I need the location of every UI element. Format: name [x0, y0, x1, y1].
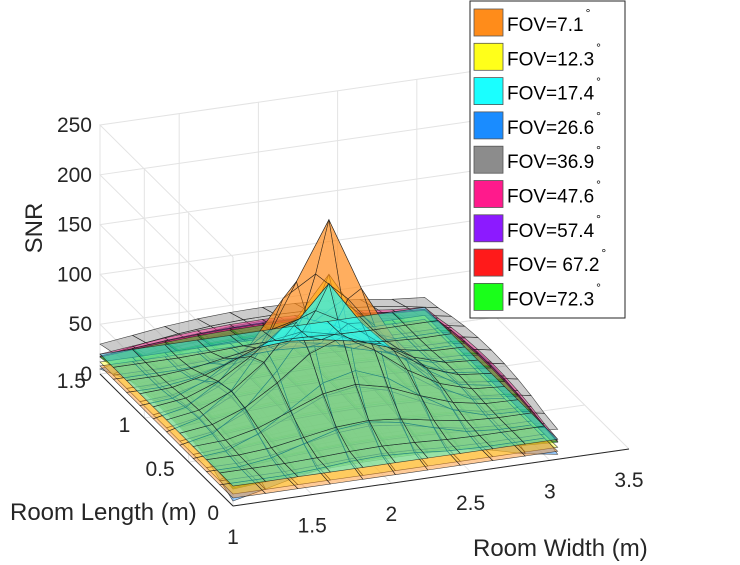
- x-tick-label: 1: [227, 526, 239, 549]
- legend-entry-label: FOV=17.4: [507, 84, 595, 105]
- y-tick-label: 0.5: [145, 458, 174, 481]
- legend-entry-label: FOV=36.9: [507, 152, 594, 173]
- x-tick-label: 2.5: [456, 492, 485, 515]
- legend-swatch: [473, 111, 504, 140]
- x-tick-label: 3: [544, 480, 556, 503]
- surface-patch: [99, 357, 147, 376]
- z-axis-label: SNR: [21, 203, 48, 254]
- legend-entry-label: FOV=57.4: [507, 221, 595, 242]
- legend: FOV=7.1°FOV=12.3°FOV=17.4°FOV=26.6°FOV=3…: [469, 0, 626, 319]
- legend-entry-label: FOV=72.3: [507, 289, 594, 310]
- degree-symbol: °: [596, 143, 601, 157]
- x-tick-label: 1.5: [298, 515, 327, 538]
- y-tick-label: 1: [119, 414, 131, 437]
- legend-entry-label: FOV= 67.2: [507, 255, 599, 276]
- legend-swatch: [473, 282, 504, 311]
- z-tick-label: 250: [57, 114, 92, 137]
- x-axis-label: Room Width (m): [473, 535, 648, 562]
- surface-patch: [99, 335, 147, 354]
- degree-symbol: °: [596, 280, 601, 294]
- degree-symbol: °: [596, 212, 601, 226]
- grid-line-z: [98, 67, 497, 258]
- legend-swatch: [473, 145, 504, 174]
- y-tick-label: 0: [207, 502, 219, 525]
- grid-line-z: [98, 216, 497, 407]
- legend-swatch: [473, 248, 504, 277]
- degree-symbol: °: [596, 75, 601, 89]
- z-tick-label: 0: [80, 363, 92, 386]
- degree-symbol: °: [601, 246, 606, 260]
- surface-7.1: [99, 218, 559, 499]
- surface-patch: [99, 345, 147, 364]
- legend-swatch: [473, 77, 504, 105]
- degree-symbol: °: [586, 6, 591, 20]
- degree-symbol: °: [596, 109, 601, 123]
- x-tick-label: 2: [386, 503, 398, 526]
- legend-swatch: [473, 214, 504, 243]
- surface-17.4: [99, 282, 559, 487]
- legend-entry-label: FOV=7.1: [507, 15, 584, 36]
- surface-patch: [99, 349, 147, 368]
- grid-line-z: [98, 117, 497, 308]
- grid-line-z: [98, 167, 497, 357]
- legend-entry-label: FOV=26.6: [507, 118, 594, 139]
- z-tick-label: 100: [57, 263, 92, 286]
- axis-layer: 0 50 100 150 200 250 0 0.5 1 1.5 1 1.5 2 2.5 3 3.5: [57, 114, 644, 549]
- y-axis-label: Room Length (m): [10, 499, 197, 526]
- legend-entry-label: FOV=47.6: [507, 187, 594, 208]
- legend-entry-label: FOV=12.3: [507, 49, 594, 70]
- y-tick-label: 1.5: [57, 370, 86, 393]
- legend-swatch: [473, 42, 504, 71]
- surface-layer: [99, 218, 559, 502]
- z-tick-label: 50: [69, 313, 92, 336]
- legend-swatch: [473, 180, 504, 208]
- degree-symbol: °: [596, 40, 601, 54]
- x-axis-line: [232, 448, 630, 507]
- y-axis-line: [99, 373, 234, 507]
- z-tick-label: 200: [57, 164, 92, 187]
- degree-symbol: °: [596, 178, 601, 192]
- legend-swatch: [473, 8, 504, 37]
- z-tick-label: 150: [57, 214, 92, 237]
- grid-line-z: [98, 266, 497, 457]
- x-tick-label: 3.5: [614, 469, 643, 492]
